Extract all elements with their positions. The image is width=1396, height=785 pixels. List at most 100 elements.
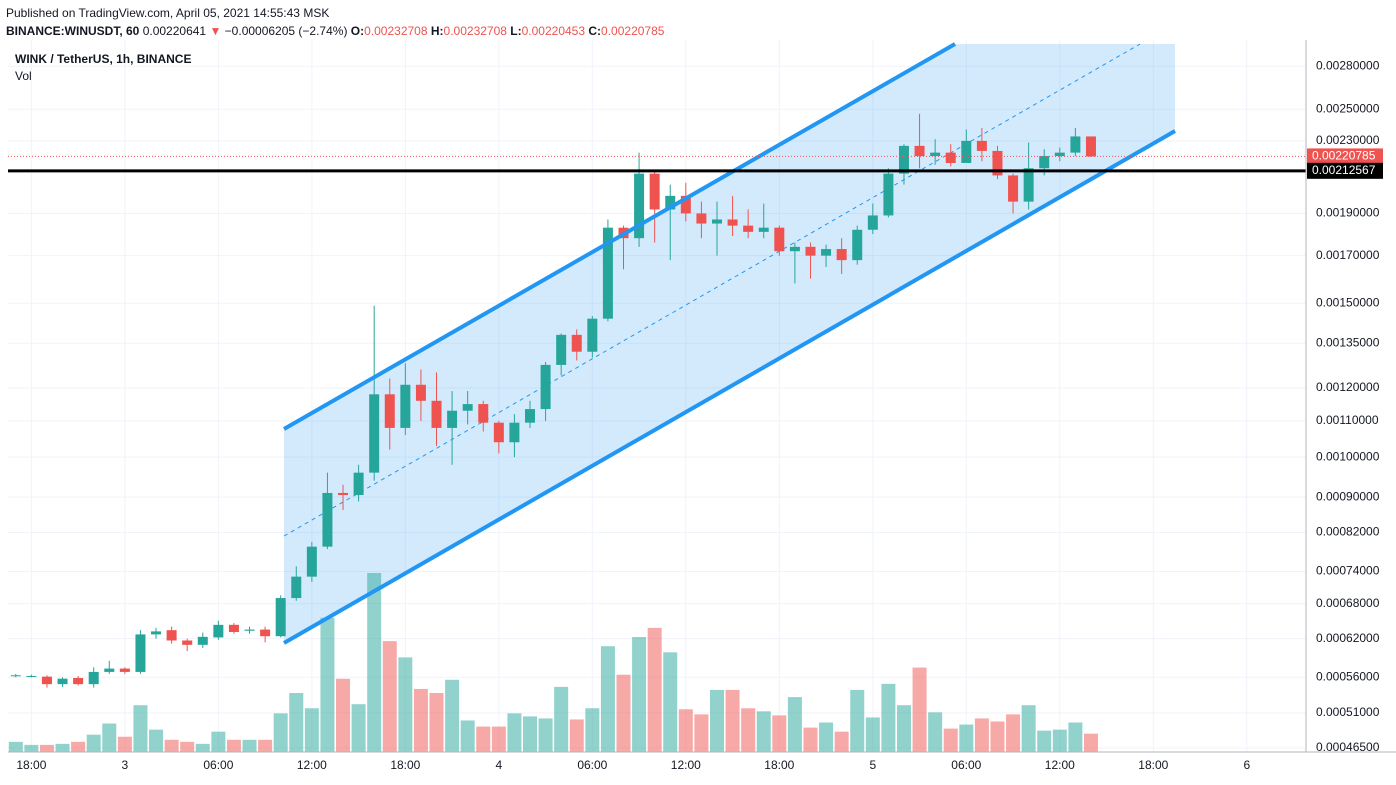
- volume-bar: [616, 674, 631, 752]
- candle-body: [945, 152, 956, 163]
- quote-line: BINANCE:WINUSDT, 60 0.00220641 ▼ −0.0000…: [6, 22, 664, 40]
- volume-bar: [585, 708, 600, 752]
- volume-bar: [787, 697, 802, 752]
- volume-bar: [491, 726, 506, 752]
- candle-body: [789, 246, 800, 252]
- last-price: 0.00220641: [142, 24, 207, 38]
- candle-body: [244, 629, 255, 631]
- volume-bar: [413, 688, 428, 752]
- ohlc-key: O:: [350, 24, 365, 38]
- candle-body: [743, 225, 754, 232]
- candle-body: [166, 630, 177, 641]
- x-tick-label: 6: [1243, 758, 1250, 772]
- candle-body: [680, 195, 691, 214]
- channel-lower: [283, 129, 1176, 645]
- candle-body: [711, 219, 722, 224]
- candle-body: [41, 676, 52, 685]
- candle-body: [447, 410, 458, 428]
- candle-body: [1023, 168, 1034, 202]
- volume-bar: [71, 741, 86, 752]
- ohlc-value: 0.00232708: [443, 24, 507, 38]
- candle-body: [415, 384, 426, 401]
- candles: [10, 113, 1096, 688]
- candle-body: [930, 152, 941, 157]
- legend-vol: Vol: [15, 69, 32, 83]
- ohlc-key: L:: [510, 24, 522, 38]
- ohlc-value: 0.00232708: [364, 24, 428, 38]
- candle-body: [821, 249, 832, 256]
- candle-body: [540, 364, 551, 410]
- volume-bar: [1037, 730, 1052, 752]
- volume-bar: [382, 641, 397, 752]
- ohlc-value: 0.00220453: [521, 24, 586, 38]
- candle-body: [696, 213, 707, 224]
- volume-bar: [725, 689, 740, 752]
- y-tick-label: 0.00250000: [1316, 101, 1380, 115]
- x-tick-label: 06:00: [951, 758, 981, 772]
- candle-body: [976, 140, 987, 151]
- x-tick-label: 06:00: [203, 758, 233, 772]
- candle-body: [260, 629, 271, 637]
- volume-bar: [959, 724, 974, 752]
- candle-body: [104, 668, 115, 672]
- volume-bar: [102, 723, 117, 752]
- candle-body: [571, 334, 582, 352]
- candle-body: [867, 215, 878, 230]
- y-tick-label: 0.00135000: [1316, 335, 1380, 349]
- candle-body: [774, 227, 785, 252]
- y-tick-label: 0.00074000: [1316, 564, 1380, 578]
- x-tick-label: 06:00: [577, 758, 607, 772]
- candle-body: [119, 668, 130, 672]
- candle-body: [509, 422, 520, 443]
- volume-bar: [647, 627, 662, 752]
- ohlc: O:0.00232708 H:0.00232708 L:0.00220453 C…: [351, 24, 665, 38]
- price-label: 0.00212567: [1312, 163, 1376, 177]
- y-tick-label: 0.00100000: [1316, 449, 1380, 463]
- candle-body: [213, 624, 224, 638]
- x-tick-label: 18:00: [1138, 758, 1168, 772]
- volume-bar: [912, 667, 927, 752]
- candle-body: [1070, 136, 1081, 153]
- candle-body: [478, 404, 489, 423]
- x-tick-label: 5: [869, 758, 876, 772]
- header: Published on TradingView.com, April 05, …: [6, 4, 664, 40]
- candle-body: [665, 195, 676, 210]
- candle-body: [883, 173, 894, 216]
- volume-bar: [990, 721, 1005, 752]
- volume-bar: [523, 716, 538, 752]
- y-tick-label: 0.00062000: [1316, 631, 1380, 645]
- volume-bar: [1006, 714, 1021, 752]
- ohlc-value: 0.00220785: [601, 24, 665, 38]
- volume-bar: [850, 689, 865, 752]
- symbol: BINANCE:WINUSDT, 60: [6, 24, 140, 38]
- y-tick-label: 0.00150000: [1316, 295, 1380, 309]
- volume-bar: [569, 719, 584, 752]
- volume-bar: [741, 708, 756, 752]
- candle-body: [587, 318, 598, 352]
- candle-body: [1085, 136, 1096, 157]
- candle-body: [182, 640, 193, 645]
- x-tick-label: 18:00: [390, 758, 420, 772]
- volume-bar: [39, 744, 54, 752]
- candle-body: [431, 400, 442, 428]
- candle-body: [1054, 152, 1065, 157]
- volume-bar: [117, 736, 132, 752]
- volume-bar: [24, 744, 39, 752]
- volume-bar: [86, 734, 101, 752]
- volume-bar: [772, 715, 787, 752]
- candle-body: [1008, 175, 1019, 202]
- y-tick-label: 0.00068000: [1316, 596, 1380, 610]
- volume-bar: [663, 652, 678, 752]
- y-tick-label: 0.00170000: [1316, 248, 1380, 262]
- volume-bar: [943, 728, 958, 752]
- candle-body: [291, 576, 302, 599]
- change: −0.00006205 (−2.74%): [224, 24, 348, 38]
- y-tick-label: 0.00110000: [1316, 413, 1379, 427]
- volume-bar: [896, 705, 911, 752]
- candle-body: [275, 598, 286, 637]
- volume-bar: [476, 726, 491, 752]
- candle-body: [353, 472, 364, 496]
- candle-body: [197, 636, 208, 645]
